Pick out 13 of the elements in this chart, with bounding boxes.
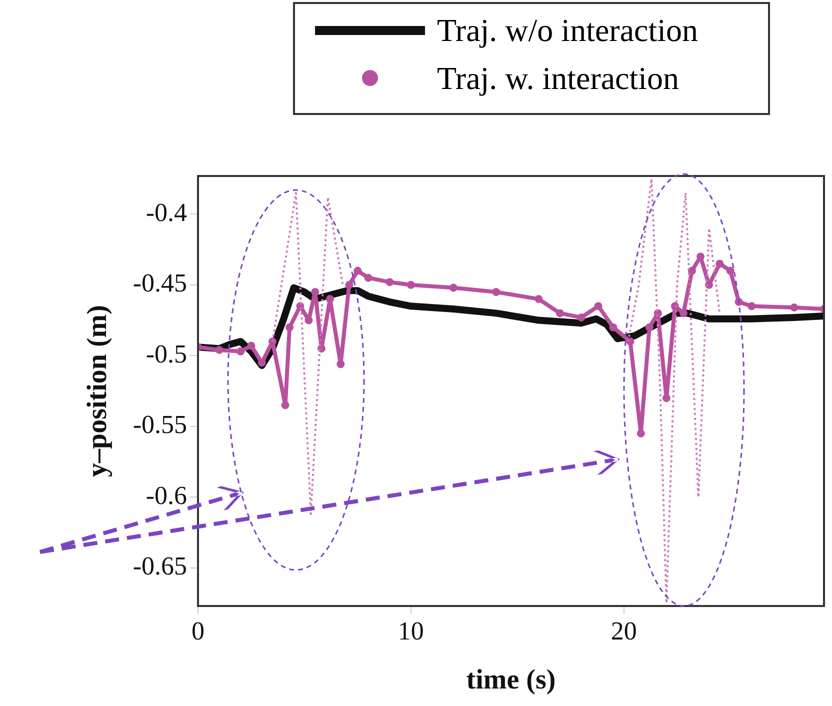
y-axis-title: y–position (m) — [82, 305, 114, 477]
legend-label: Traj. w/o interaction — [437, 12, 698, 48]
y-tick-label: -0.5 — [146, 339, 187, 368]
x-axis-title: time (s) — [466, 664, 556, 696]
y-tick-label: -0.45 — [132, 268, 187, 298]
x-tick-label: 20 — [610, 616, 637, 646]
y-tick-label: -0.6 — [146, 480, 187, 510]
y-tick-label: -0.65 — [132, 552, 187, 581]
x-tick-label: 10 — [398, 616, 424, 646]
legend-label: Traj. w. interaction — [437, 60, 680, 96]
y-tick-label: -0.55 — [132, 410, 187, 440]
x-tick-label: 0 — [192, 616, 204, 646]
y-tick-label: -0.4 — [146, 198, 187, 228]
